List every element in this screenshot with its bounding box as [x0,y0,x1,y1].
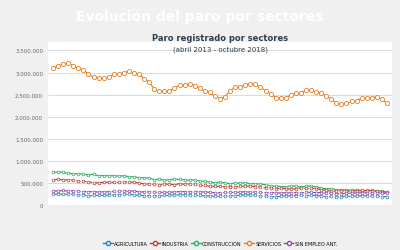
Legend: AGRICULTURA, INDUSTRIA, CONSTRUCCIÓN, SERVICIOS, SIN EMPLEO ANT.: AGRICULTURA, INDUSTRIA, CONSTRUCCIÓN, SE… [101,239,339,248]
Text: Evolución del paro por sectores: Evolución del paro por sectores [76,9,324,24]
Text: (abril 2013 - octubre 2018): (abril 2013 - octubre 2018) [172,46,268,52]
Text: Paro registrado por sectores: Paro registrado por sectores [152,34,288,42]
